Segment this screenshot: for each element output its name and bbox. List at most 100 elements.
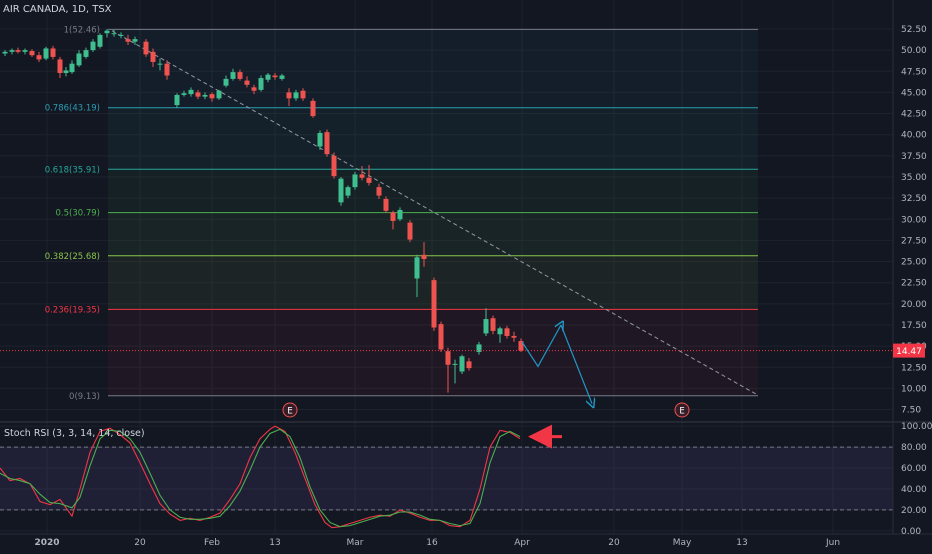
candle-body — [237, 72, 243, 79]
y-tick-label: 40.00 — [901, 131, 927, 141]
candle-body — [338, 178, 344, 203]
candle-body — [63, 70, 69, 73]
candle-body — [324, 132, 330, 155]
candle-body — [414, 257, 420, 279]
y-tick-label: 12.50 — [901, 363, 927, 373]
candle-body — [438, 324, 444, 350]
y-tick-label: 45.00 — [901, 88, 927, 98]
candle-body — [504, 328, 510, 336]
stoch-y-tick-label: 80.00 — [901, 443, 927, 453]
x-tick-label: 2020 — [34, 538, 59, 548]
candle-body — [90, 41, 96, 51]
stoch-rsi-title: Stoch RSI (3, 3, 14, 14, close) — [4, 428, 145, 439]
candle-body — [118, 34, 124, 36]
candle-body — [157, 63, 163, 65]
candle-body — [15, 50, 21, 52]
candle-body — [383, 198, 389, 211]
stoch-y-tick-label: 40.00 — [901, 485, 927, 495]
earnings-marker-label: E — [679, 407, 684, 417]
candle-body — [421, 254, 427, 260]
candle-body — [511, 335, 517, 338]
fib-level-label: 0.786(43.19) — [45, 104, 100, 114]
y-tick-label: 10.00 — [901, 384, 927, 394]
candle-body — [345, 187, 351, 196]
candle-body — [265, 74, 271, 80]
candle-body — [69, 63, 75, 73]
earnings-marker[interactable]: E — [282, 402, 298, 418]
candle-body — [483, 319, 489, 334]
stoch-d-line — [0, 428, 521, 528]
candle-body — [397, 209, 403, 220]
candle-body — [272, 75, 278, 78]
stoch-k-line — [0, 425, 521, 529]
projection-arrow-down — [560, 324, 592, 404]
y-tick-label: 35.00 — [901, 173, 927, 183]
earnings-marker[interactable]: E — [674, 402, 690, 418]
candle-body — [452, 363, 458, 365]
candle-body — [497, 328, 503, 335]
candle-body — [300, 90, 306, 99]
candle-body — [445, 351, 451, 365]
x-tick-label: Jun — [825, 538, 840, 548]
trendline — [111, 30, 759, 396]
y-tick-label: 52.50 — [901, 25, 927, 35]
candle-body — [111, 33, 117, 35]
y-tick-label: 25.00 — [901, 258, 927, 268]
candle-body — [366, 177, 372, 183]
candle-body — [490, 318, 496, 331]
fib-level-label: 0.382(25.68) — [45, 252, 100, 262]
fib-zone — [108, 212, 758, 256]
y-tick-label: 32.50 — [901, 194, 927, 204]
candle-body — [97, 34, 103, 47]
candle-body — [390, 212, 396, 221]
y-tick-label: 7.50 — [901, 406, 921, 416]
y-tick-label: 30.00 — [901, 215, 927, 225]
candle-body — [188, 89, 194, 95]
candle-body — [132, 39, 138, 42]
candle-body — [359, 174, 365, 178]
chart-title: AIR CANADA, 1D, TSX — [3, 4, 112, 15]
stoch-y-tick-label: 20.00 — [901, 506, 927, 516]
fib-zone — [108, 107, 758, 170]
candle-body — [83, 50, 89, 57]
x-tick-label: Feb — [204, 538, 220, 548]
candle-body — [310, 100, 316, 117]
candle-body — [76, 53, 82, 66]
x-tick-label: 16 — [426, 538, 438, 548]
y-tick-label: 27.50 — [901, 236, 927, 246]
x-tick-label: Apr — [514, 538, 530, 548]
candle-body — [125, 39, 131, 42]
candle-body — [164, 63, 170, 76]
x-tick-label: 13 — [736, 538, 747, 548]
candle-body — [57, 59, 63, 73]
x-tick-label: 13 — [269, 538, 280, 548]
candle-body — [258, 78, 264, 90]
candle-body — [202, 94, 208, 97]
candle-body — [466, 361, 472, 369]
candle-body — [29, 50, 35, 56]
candle-body — [216, 90, 222, 99]
candle-body — [279, 75, 285, 79]
candle-body — [22, 50, 28, 52]
stoch-band — [0, 447, 893, 510]
stoch-y-tick-label: 0.00 — [901, 527, 921, 537]
fib-level-label: 0.618(35.91) — [45, 165, 100, 175]
y-tick-label: 20.00 — [901, 300, 927, 310]
fib-zone — [108, 29, 758, 108]
y-tick-label: 17.50 — [901, 321, 927, 331]
y-tick-label: 50.00 — [901, 46, 927, 56]
earnings-marker-label: E — [287, 407, 292, 417]
candle-body — [209, 94, 215, 99]
stoch-y-tick-label: 60.00 — [901, 464, 927, 474]
y-tick-label: 22.50 — [901, 279, 927, 289]
candle-body — [223, 78, 229, 86]
candle-body — [286, 92, 292, 99]
candle-body — [317, 133, 323, 147]
fib-level-label: 0(9.13) — [69, 392, 100, 402]
stoch-y-tick-label: 100.00 — [901, 422, 932, 432]
current-price-label: 14.47 — [896, 347, 922, 357]
candle-body — [459, 356, 465, 372]
candle-body — [352, 174, 358, 188]
